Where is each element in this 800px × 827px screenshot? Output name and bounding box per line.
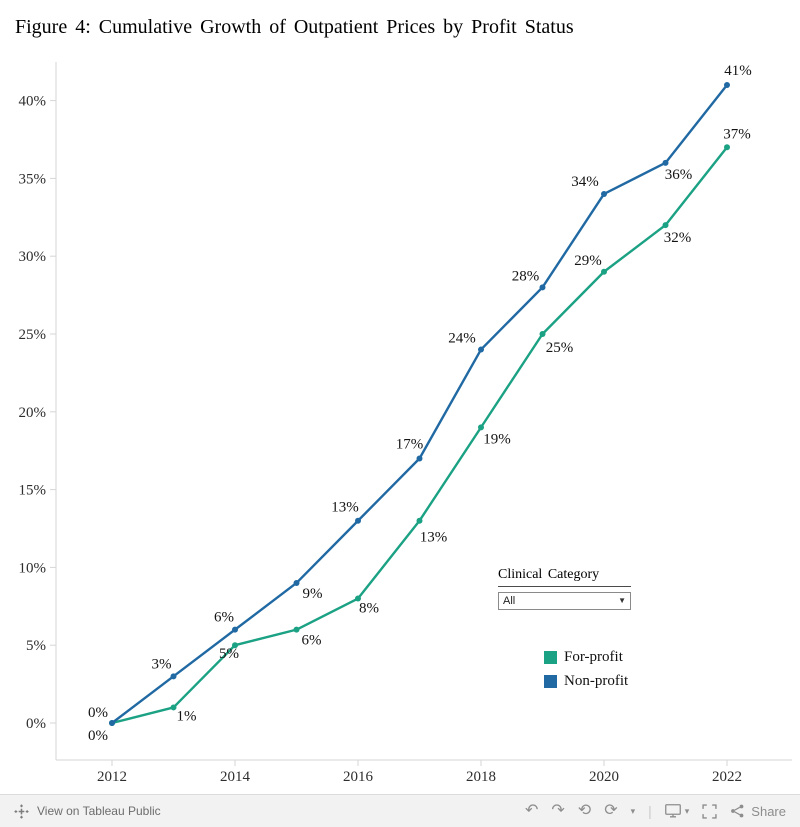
x-tick-label: 2020: [589, 769, 619, 785]
non-profit-swatch-icon: [544, 675, 557, 688]
data-point[interactable]: [232, 626, 238, 633]
refresh-icon[interactable]: ⟳: [604, 802, 618, 819]
filter-title: Clinical Category: [498, 567, 631, 587]
data-point[interactable]: [232, 642, 238, 649]
data-label: 13%: [331, 500, 359, 516]
replay-icon[interactable]: ⟲: [577, 802, 592, 819]
tableau-logo-icon: [14, 803, 29, 819]
legend: For-profit Non-profit: [544, 650, 628, 698]
data-point[interactable]: [170, 673, 177, 680]
data-label: 28%: [512, 268, 540, 284]
data-label: 25%: [546, 340, 574, 356]
selected-value: All: [503, 595, 516, 607]
toolbar-caret-icon[interactable]: ▾: [630, 805, 636, 816]
toolbar-actions: ↶ ↷ ⟲ ⟳ ▾ | ▾: [525, 803, 786, 819]
data-label: 24%: [448, 331, 476, 347]
data-label: 0%: [88, 728, 108, 744]
data-label: 41%: [724, 63, 752, 79]
data-point[interactable]: [539, 331, 546, 337]
toolbar-separator: |: [648, 803, 652, 819]
data-label: 29%: [574, 253, 602, 269]
data-label: 13%: [420, 530, 448, 546]
data-point[interactable]: [355, 595, 361, 602]
y-tick-label: 40%: [19, 94, 47, 110]
fullscreen-button[interactable]: [702, 803, 717, 819]
figure-title: Figure 4: Cumulative Growth of Outpatien…: [15, 16, 574, 38]
tableau-toolbar: View on Tableau Public ↶ ↷ ⟲ ⟳ ▾ | ▾: [0, 794, 800, 827]
data-point[interactable]: [724, 82, 730, 89]
data-point[interactable]: [416, 517, 423, 524]
data-point[interactable]: [355, 517, 361, 524]
data-point[interactable]: [170, 704, 177, 711]
undo-icon[interactable]: ↶: [524, 802, 539, 819]
clinical-category-select[interactable]: All ▼: [498, 592, 631, 610]
y-tick-label: 15%: [19, 483, 47, 499]
y-tick-label: 25%: [19, 327, 47, 343]
y-tick-label: 5%: [26, 638, 46, 654]
x-tick-label: 2014: [220, 769, 251, 785]
view-on-tableau-link[interactable]: View on Tableau Public: [14, 803, 161, 819]
data-point[interactable]: [662, 159, 669, 166]
dropdown-caret-icon: ▼: [618, 596, 626, 605]
data-label: 34%: [571, 174, 599, 190]
x-tick-label: 2018: [466, 769, 496, 785]
data-label: 1%: [177, 708, 197, 724]
y-tick-label: 10%: [19, 560, 47, 576]
legend-label-for-profit: For-profit: [564, 649, 623, 665]
y-tick-label: 30%: [19, 249, 47, 265]
series-line-Non-profit[interactable]: [110, 83, 729, 725]
data-point[interactable]: [293, 579, 300, 586]
legend-item-non-profit[interactable]: Non-profit: [544, 674, 628, 689]
fullscreen-icon: [702, 803, 717, 819]
share-label: Share: [751, 803, 786, 819]
data-point[interactable]: [724, 144, 730, 151]
data-point[interactable]: [539, 284, 546, 291]
download-device-icon: [664, 804, 681, 818]
data-point[interactable]: [601, 268, 607, 275]
y-tick-label: 35%: [19, 171, 47, 187]
data-label: 8%: [359, 601, 379, 617]
data-label: 6%: [302, 633, 322, 649]
data-label: 9%: [303, 586, 323, 602]
data-point[interactable]: [109, 720, 115, 726]
data-label: 19%: [483, 431, 511, 447]
share-button[interactable]: Share: [730, 804, 786, 819]
data-point[interactable]: [293, 626, 300, 633]
series-line-For-profit[interactable]: [110, 146, 729, 725]
data-label: 6%: [214, 610, 234, 626]
data-point[interactable]: [662, 222, 669, 229]
for-profit-swatch-icon: [544, 651, 557, 664]
line-chart[interactable]: 0% 5% 10% 15% 20% 25% 30% 35% 40% 2012 2014 2016 201…: [0, 0, 800, 790]
data-point[interactable]: [478, 424, 484, 431]
data-label: 0%: [88, 705, 108, 721]
download-caret-icon: ▾: [684, 805, 690, 816]
view-on-tableau-label: View on Tableau Public: [37, 804, 161, 818]
legend-label-non-profit: Non-profit: [564, 673, 629, 689]
download-button[interactable]: ▾: [664, 804, 690, 818]
data-label: 32%: [664, 230, 692, 246]
data-point[interactable]: [416, 455, 423, 462]
data-label: 37%: [723, 126, 751, 142]
x-tick-label: 2016: [343, 769, 374, 785]
clinical-category-filter: Clinical Category All ▼: [498, 567, 631, 610]
data-label: 17%: [396, 436, 424, 452]
x-tick-label: 2012: [97, 769, 127, 785]
share-icon: [731, 804, 744, 818]
data-point[interactable]: [478, 346, 484, 353]
redo-icon[interactable]: ↷: [551, 802, 565, 819]
y-tick-label: 0%: [26, 716, 46, 732]
data-point[interactable]: [601, 190, 607, 197]
data-label: 36%: [665, 167, 693, 183]
legend-item-for-profit[interactable]: For-profit: [544, 650, 628, 665]
x-tick-label: 2022: [712, 769, 742, 785]
data-label: 5%: [219, 646, 239, 662]
y-tick-label: 20%: [19, 405, 47, 421]
data-label: 3%: [152, 656, 172, 672]
